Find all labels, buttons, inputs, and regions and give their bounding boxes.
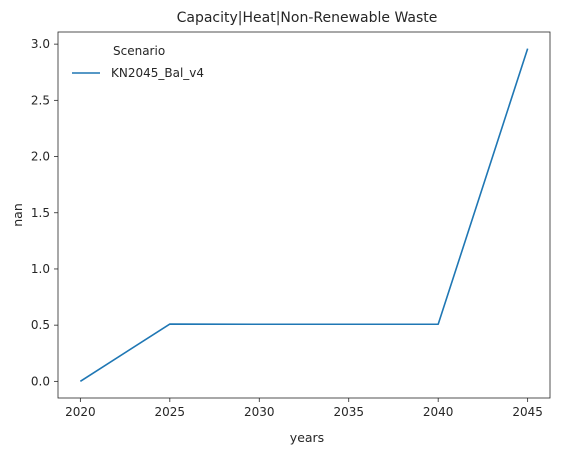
x-axis: 2020 2025 2030 2035 2040 2045 — [65, 398, 543, 419]
chart-title: Capacity|Heat|Non-Renewable Waste — [177, 10, 438, 26]
y-tick-label: 1.5 — [31, 206, 50, 220]
x-axis-label: years — [290, 430, 324, 445]
x-tick-label: 2030 — [244, 405, 275, 419]
x-tick-label: 2045 — [512, 405, 543, 419]
y-axis: 0.0 0.5 1.0 1.5 2.0 2.5 3.0 — [31, 37, 58, 388]
y-tick-label: 2.0 — [31, 150, 50, 164]
y-tick-label: 1.0 — [31, 262, 50, 276]
series-lines — [79, 48, 529, 383]
y-tick-label: 0.5 — [31, 318, 50, 332]
legend-title: Scenario — [113, 44, 165, 58]
series-line — [79, 48, 529, 383]
x-tick-label: 2020 — [65, 405, 96, 419]
x-tick-label: 2025 — [155, 405, 186, 419]
y-tick-label: 0.0 — [31, 374, 50, 388]
legend: Scenario KN2045_Bal_v4 — [72, 44, 204, 80]
plot-area — [57, 31, 551, 399]
y-tick-label: 2.5 — [31, 93, 50, 107]
y-axis-label: nan — [10, 203, 25, 227]
x-tick-label: 2035 — [333, 405, 364, 419]
legend-entry-label: KN2045_Bal_v4 — [111, 66, 204, 80]
y-tick-label: 3.0 — [31, 37, 50, 51]
x-tick-label: 2040 — [423, 405, 454, 419]
